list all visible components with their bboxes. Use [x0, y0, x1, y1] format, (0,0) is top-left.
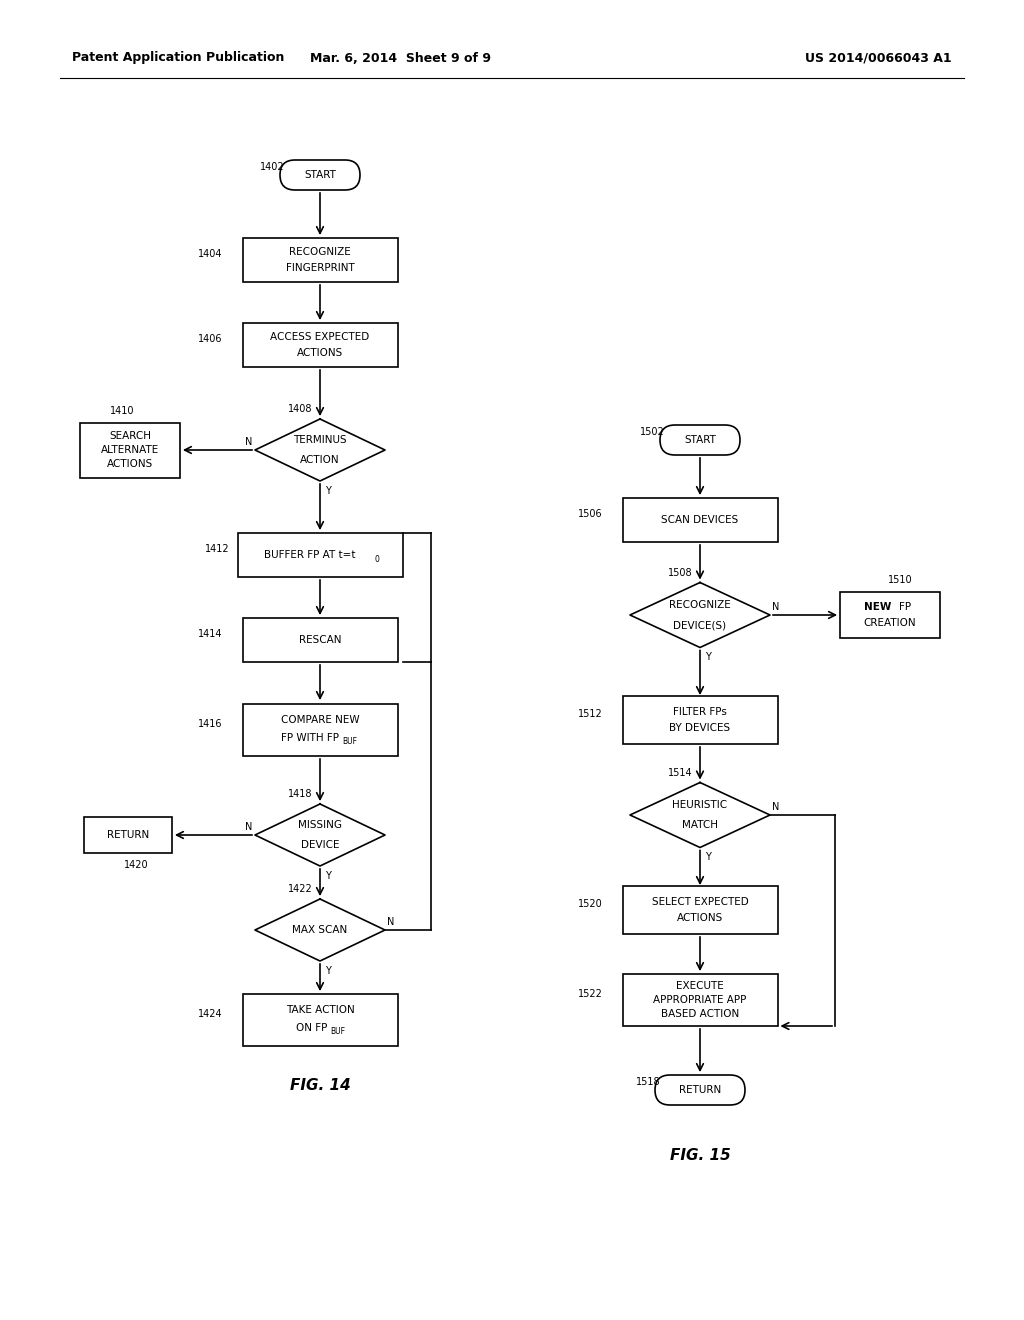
Text: MAX SCAN: MAX SCAN: [293, 925, 347, 935]
Text: ACCESS EXPECTED: ACCESS EXPECTED: [270, 333, 370, 342]
Text: 1408: 1408: [288, 404, 312, 414]
FancyBboxPatch shape: [243, 618, 397, 663]
Text: MISSING: MISSING: [298, 820, 342, 830]
FancyBboxPatch shape: [840, 591, 940, 638]
FancyBboxPatch shape: [623, 696, 777, 744]
Text: 1514: 1514: [668, 767, 692, 777]
Text: Y: Y: [325, 486, 331, 496]
Text: Mar. 6, 2014  Sheet 9 of 9: Mar. 6, 2014 Sheet 9 of 9: [309, 51, 490, 65]
Text: 1510: 1510: [888, 576, 912, 585]
FancyBboxPatch shape: [655, 1074, 745, 1105]
Text: Y: Y: [325, 871, 331, 880]
Text: RETURN: RETURN: [106, 830, 150, 840]
Text: 1518: 1518: [636, 1077, 660, 1086]
Text: 1404: 1404: [199, 249, 223, 259]
Polygon shape: [255, 899, 385, 961]
FancyBboxPatch shape: [243, 994, 397, 1045]
Text: DEVICE(S): DEVICE(S): [674, 620, 727, 630]
Text: Patent Application Publication: Patent Application Publication: [72, 51, 285, 65]
Text: TAKE ACTION: TAKE ACTION: [286, 1005, 354, 1015]
FancyBboxPatch shape: [623, 498, 777, 543]
Text: BUF: BUF: [342, 738, 357, 747]
Text: RECOGNIZE: RECOGNIZE: [669, 601, 731, 610]
Text: 1522: 1522: [579, 989, 603, 999]
Text: ACTION: ACTION: [300, 455, 340, 465]
Text: FP: FP: [899, 602, 911, 612]
Text: ALTERNATE: ALTERNATE: [101, 445, 159, 455]
Text: SCAN DEVICES: SCAN DEVICES: [662, 515, 738, 525]
FancyBboxPatch shape: [623, 974, 777, 1026]
Text: 1416: 1416: [199, 719, 223, 729]
Text: 1410: 1410: [110, 405, 134, 416]
FancyBboxPatch shape: [623, 886, 777, 935]
Text: N: N: [246, 437, 253, 447]
Text: N: N: [772, 602, 779, 612]
Text: EXECUTE: EXECUTE: [676, 981, 724, 991]
Text: 1512: 1512: [579, 709, 603, 719]
Text: SEARCH: SEARCH: [109, 432, 151, 441]
Text: FILTER FPs: FILTER FPs: [673, 708, 727, 717]
Text: Y: Y: [706, 853, 711, 862]
Text: NEW: NEW: [864, 602, 892, 612]
Text: BUF: BUF: [331, 1027, 345, 1036]
Text: 1406: 1406: [199, 334, 223, 345]
Text: START: START: [304, 170, 336, 180]
Text: 1414: 1414: [199, 630, 223, 639]
Text: ACTIONS: ACTIONS: [297, 348, 343, 358]
Text: RESCAN: RESCAN: [299, 635, 341, 645]
Polygon shape: [255, 418, 385, 480]
Text: ON FP: ON FP: [296, 1023, 328, 1034]
Text: N: N: [246, 822, 253, 832]
Text: FIG. 15: FIG. 15: [670, 1147, 730, 1163]
Text: TERMINUS: TERMINUS: [293, 436, 347, 445]
Text: 1506: 1506: [579, 510, 603, 519]
Text: MATCH: MATCH: [682, 820, 718, 830]
Text: BASED ACTION: BASED ACTION: [660, 1008, 739, 1019]
FancyBboxPatch shape: [243, 704, 397, 756]
FancyBboxPatch shape: [660, 425, 740, 455]
Text: 0: 0: [375, 554, 380, 564]
Text: 1502: 1502: [640, 426, 665, 437]
Polygon shape: [255, 804, 385, 866]
Text: DEVICE: DEVICE: [301, 840, 339, 850]
Text: 1418: 1418: [288, 789, 312, 799]
Text: 1520: 1520: [579, 899, 603, 909]
Text: ACTIONS: ACTIONS: [677, 913, 723, 923]
Polygon shape: [630, 582, 770, 648]
Text: FP WITH FP: FP WITH FP: [281, 733, 339, 743]
Text: BY DEVICES: BY DEVICES: [670, 723, 730, 733]
Text: ACTIONS: ACTIONS: [106, 459, 154, 469]
Text: SELECT EXPECTED: SELECT EXPECTED: [651, 898, 749, 907]
Text: FINGERPRINT: FINGERPRINT: [286, 263, 354, 273]
Text: COMPARE NEW: COMPARE NEW: [281, 715, 359, 725]
Polygon shape: [630, 783, 770, 847]
Text: N: N: [387, 917, 394, 927]
Text: BUFFER FP AT t=t: BUFFER FP AT t=t: [264, 550, 355, 560]
Text: Y: Y: [325, 966, 331, 975]
Text: Y: Y: [706, 652, 711, 663]
Text: 1508: 1508: [668, 568, 692, 578]
Text: FIG. 14: FIG. 14: [290, 1077, 350, 1093]
Text: 1402: 1402: [260, 162, 285, 172]
FancyBboxPatch shape: [238, 533, 402, 577]
Text: START: START: [684, 436, 716, 445]
Text: RETURN: RETURN: [679, 1085, 721, 1096]
Text: 1412: 1412: [205, 544, 229, 554]
FancyBboxPatch shape: [243, 323, 397, 367]
Text: RECOGNIZE: RECOGNIZE: [289, 247, 351, 257]
FancyBboxPatch shape: [84, 817, 172, 853]
Text: 1422: 1422: [288, 884, 312, 894]
FancyBboxPatch shape: [80, 422, 180, 478]
Text: HEURISTIC: HEURISTIC: [673, 800, 728, 810]
Text: N: N: [772, 803, 779, 812]
FancyBboxPatch shape: [243, 238, 397, 282]
FancyBboxPatch shape: [280, 160, 360, 190]
Text: US 2014/0066043 A1: US 2014/0066043 A1: [805, 51, 952, 65]
Text: 1424: 1424: [199, 1008, 223, 1019]
Text: CREATION: CREATION: [863, 618, 916, 628]
Text: 1420: 1420: [124, 861, 148, 870]
Text: APPROPRIATE APP: APPROPRIATE APP: [653, 995, 746, 1005]
